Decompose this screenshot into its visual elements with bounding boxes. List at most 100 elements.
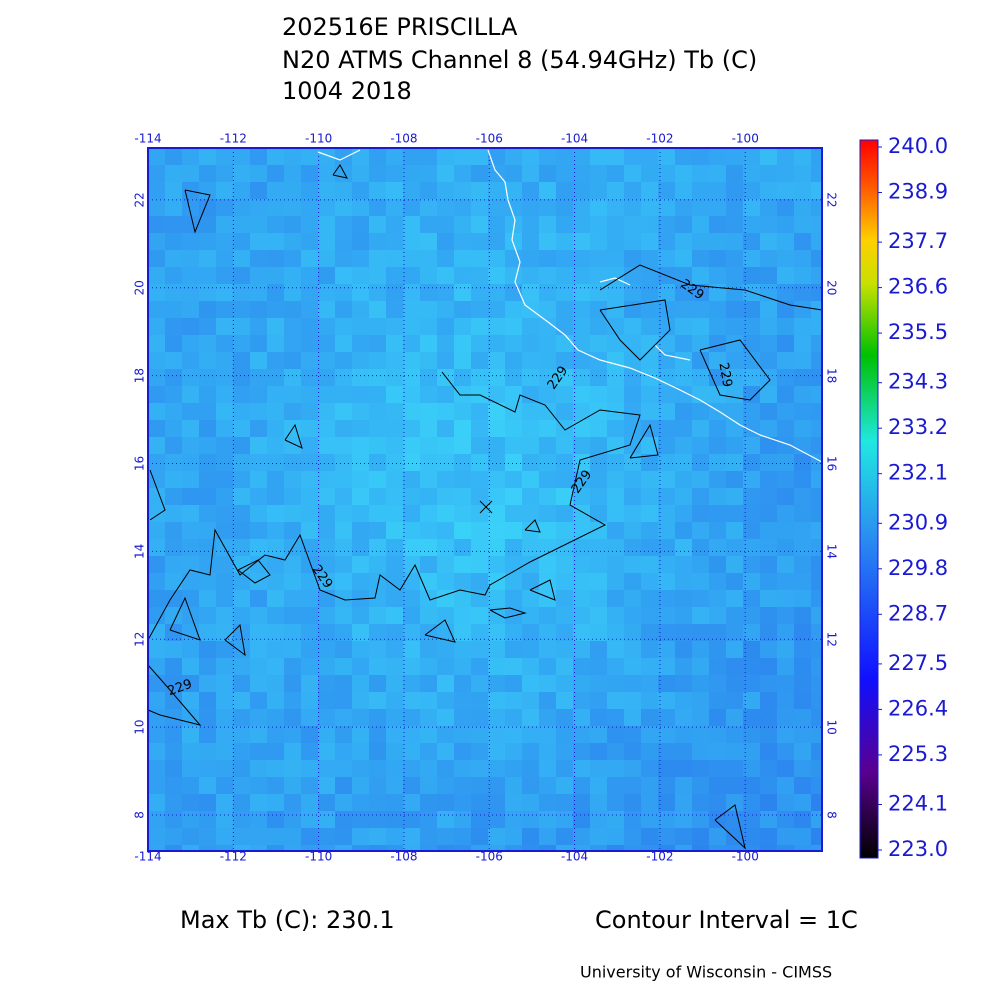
field-pixel (590, 794, 607, 811)
field-pixel (522, 726, 539, 743)
field-pixel (233, 420, 250, 437)
field-pixel (590, 165, 607, 182)
field-pixel (216, 845, 233, 851)
field-pixel (760, 811, 777, 828)
field-pixel (675, 267, 692, 284)
field-pixel (624, 811, 641, 828)
field-pixel (692, 335, 709, 352)
field-pixel (284, 488, 301, 505)
field-pixel (267, 573, 284, 590)
field-pixel (250, 777, 267, 794)
field-pixel (454, 199, 471, 216)
field-pixel (505, 420, 522, 437)
field-pixel (726, 624, 743, 641)
field-pixel (352, 760, 369, 777)
field-pixel (811, 726, 822, 743)
field-pixel (624, 386, 641, 403)
field-pixel (624, 352, 641, 369)
field-pixel (607, 522, 624, 539)
lon-label-bottom: -106 (476, 850, 503, 864)
field-pixel (301, 335, 318, 352)
field-pixel (165, 743, 182, 760)
field-pixel (624, 556, 641, 573)
lon-label-top: -104 (561, 132, 588, 146)
field-pixel (624, 267, 641, 284)
field-pixel (505, 556, 522, 573)
field-pixel (301, 760, 318, 777)
field-pixel (590, 573, 607, 590)
field-pixel (777, 590, 794, 607)
field-pixel (420, 522, 437, 539)
field-pixel (607, 165, 624, 182)
field-pixel (777, 148, 794, 165)
field-pixel (216, 692, 233, 709)
field-pixel (182, 760, 199, 777)
field-pixel (590, 386, 607, 403)
field-pixel (794, 573, 811, 590)
field-pixel (454, 658, 471, 675)
field-pixel (420, 386, 437, 403)
field-pixel (488, 352, 505, 369)
field-pixel (250, 505, 267, 522)
field-pixel (182, 233, 199, 250)
field-pixel (692, 318, 709, 335)
field-pixel (437, 233, 454, 250)
field-pixel (522, 420, 539, 437)
field-pixel (454, 590, 471, 607)
field-pixel (420, 794, 437, 811)
field-pixel (148, 641, 165, 658)
field-pixel (284, 352, 301, 369)
field-pixel (539, 471, 556, 488)
field-pixel (607, 794, 624, 811)
field-pixel (335, 267, 352, 284)
field-pixel (743, 199, 760, 216)
field-pixel (454, 709, 471, 726)
field-pixel (522, 335, 539, 352)
field-pixel (556, 845, 573, 851)
field-pixel (284, 386, 301, 403)
field-pixel (692, 556, 709, 573)
field-pixel (148, 369, 165, 386)
field-pixel (250, 352, 267, 369)
field-pixel (658, 318, 675, 335)
field-pixel (318, 607, 335, 624)
field-pixel (556, 352, 573, 369)
field-pixel (148, 760, 165, 777)
field-pixel (335, 607, 352, 624)
field-pixel (760, 828, 777, 845)
field-pixel (420, 692, 437, 709)
field-pixel (284, 267, 301, 284)
field-pixel (148, 454, 165, 471)
brightness-field (148, 148, 822, 851)
field-pixel (522, 777, 539, 794)
field-pixel (216, 556, 233, 573)
field-pixel (471, 811, 488, 828)
field-pixel (386, 216, 403, 233)
field-pixel (199, 437, 216, 454)
lon-label-top: -110 (305, 132, 332, 146)
field-pixel (794, 828, 811, 845)
field-pixel (437, 539, 454, 556)
field-pixel (624, 828, 641, 845)
field-pixel (675, 692, 692, 709)
field-pixel (743, 573, 760, 590)
colorbar-label: 226.4 (888, 696, 948, 720)
field-pixel (794, 777, 811, 794)
field-pixel (471, 267, 488, 284)
field-pixel (641, 352, 658, 369)
field-pixel (148, 692, 165, 709)
field-pixel (692, 726, 709, 743)
field-pixel (318, 250, 335, 267)
field-pixel (335, 199, 352, 216)
field-pixel (556, 335, 573, 352)
field-pixel (794, 284, 811, 301)
field-pixel (777, 709, 794, 726)
field-pixel (556, 590, 573, 607)
field-pixel (301, 709, 318, 726)
field-pixel (403, 845, 420, 851)
field-pixel (590, 420, 607, 437)
field-pixel (709, 335, 726, 352)
field-pixel (743, 522, 760, 539)
field-pixel (454, 777, 471, 794)
field-pixel (165, 335, 182, 352)
